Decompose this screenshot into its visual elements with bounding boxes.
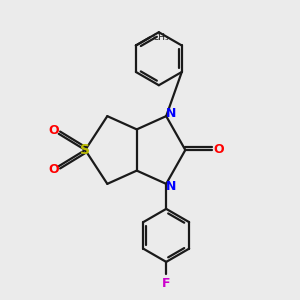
Text: O: O [213, 143, 224, 157]
Text: CH₃: CH₃ [152, 33, 169, 42]
Text: N: N [166, 107, 177, 120]
Text: N: N [166, 180, 177, 193]
Text: F: F [162, 277, 170, 290]
Text: O: O [48, 163, 59, 176]
Text: S: S [80, 143, 90, 157]
Text: O: O [48, 124, 59, 137]
